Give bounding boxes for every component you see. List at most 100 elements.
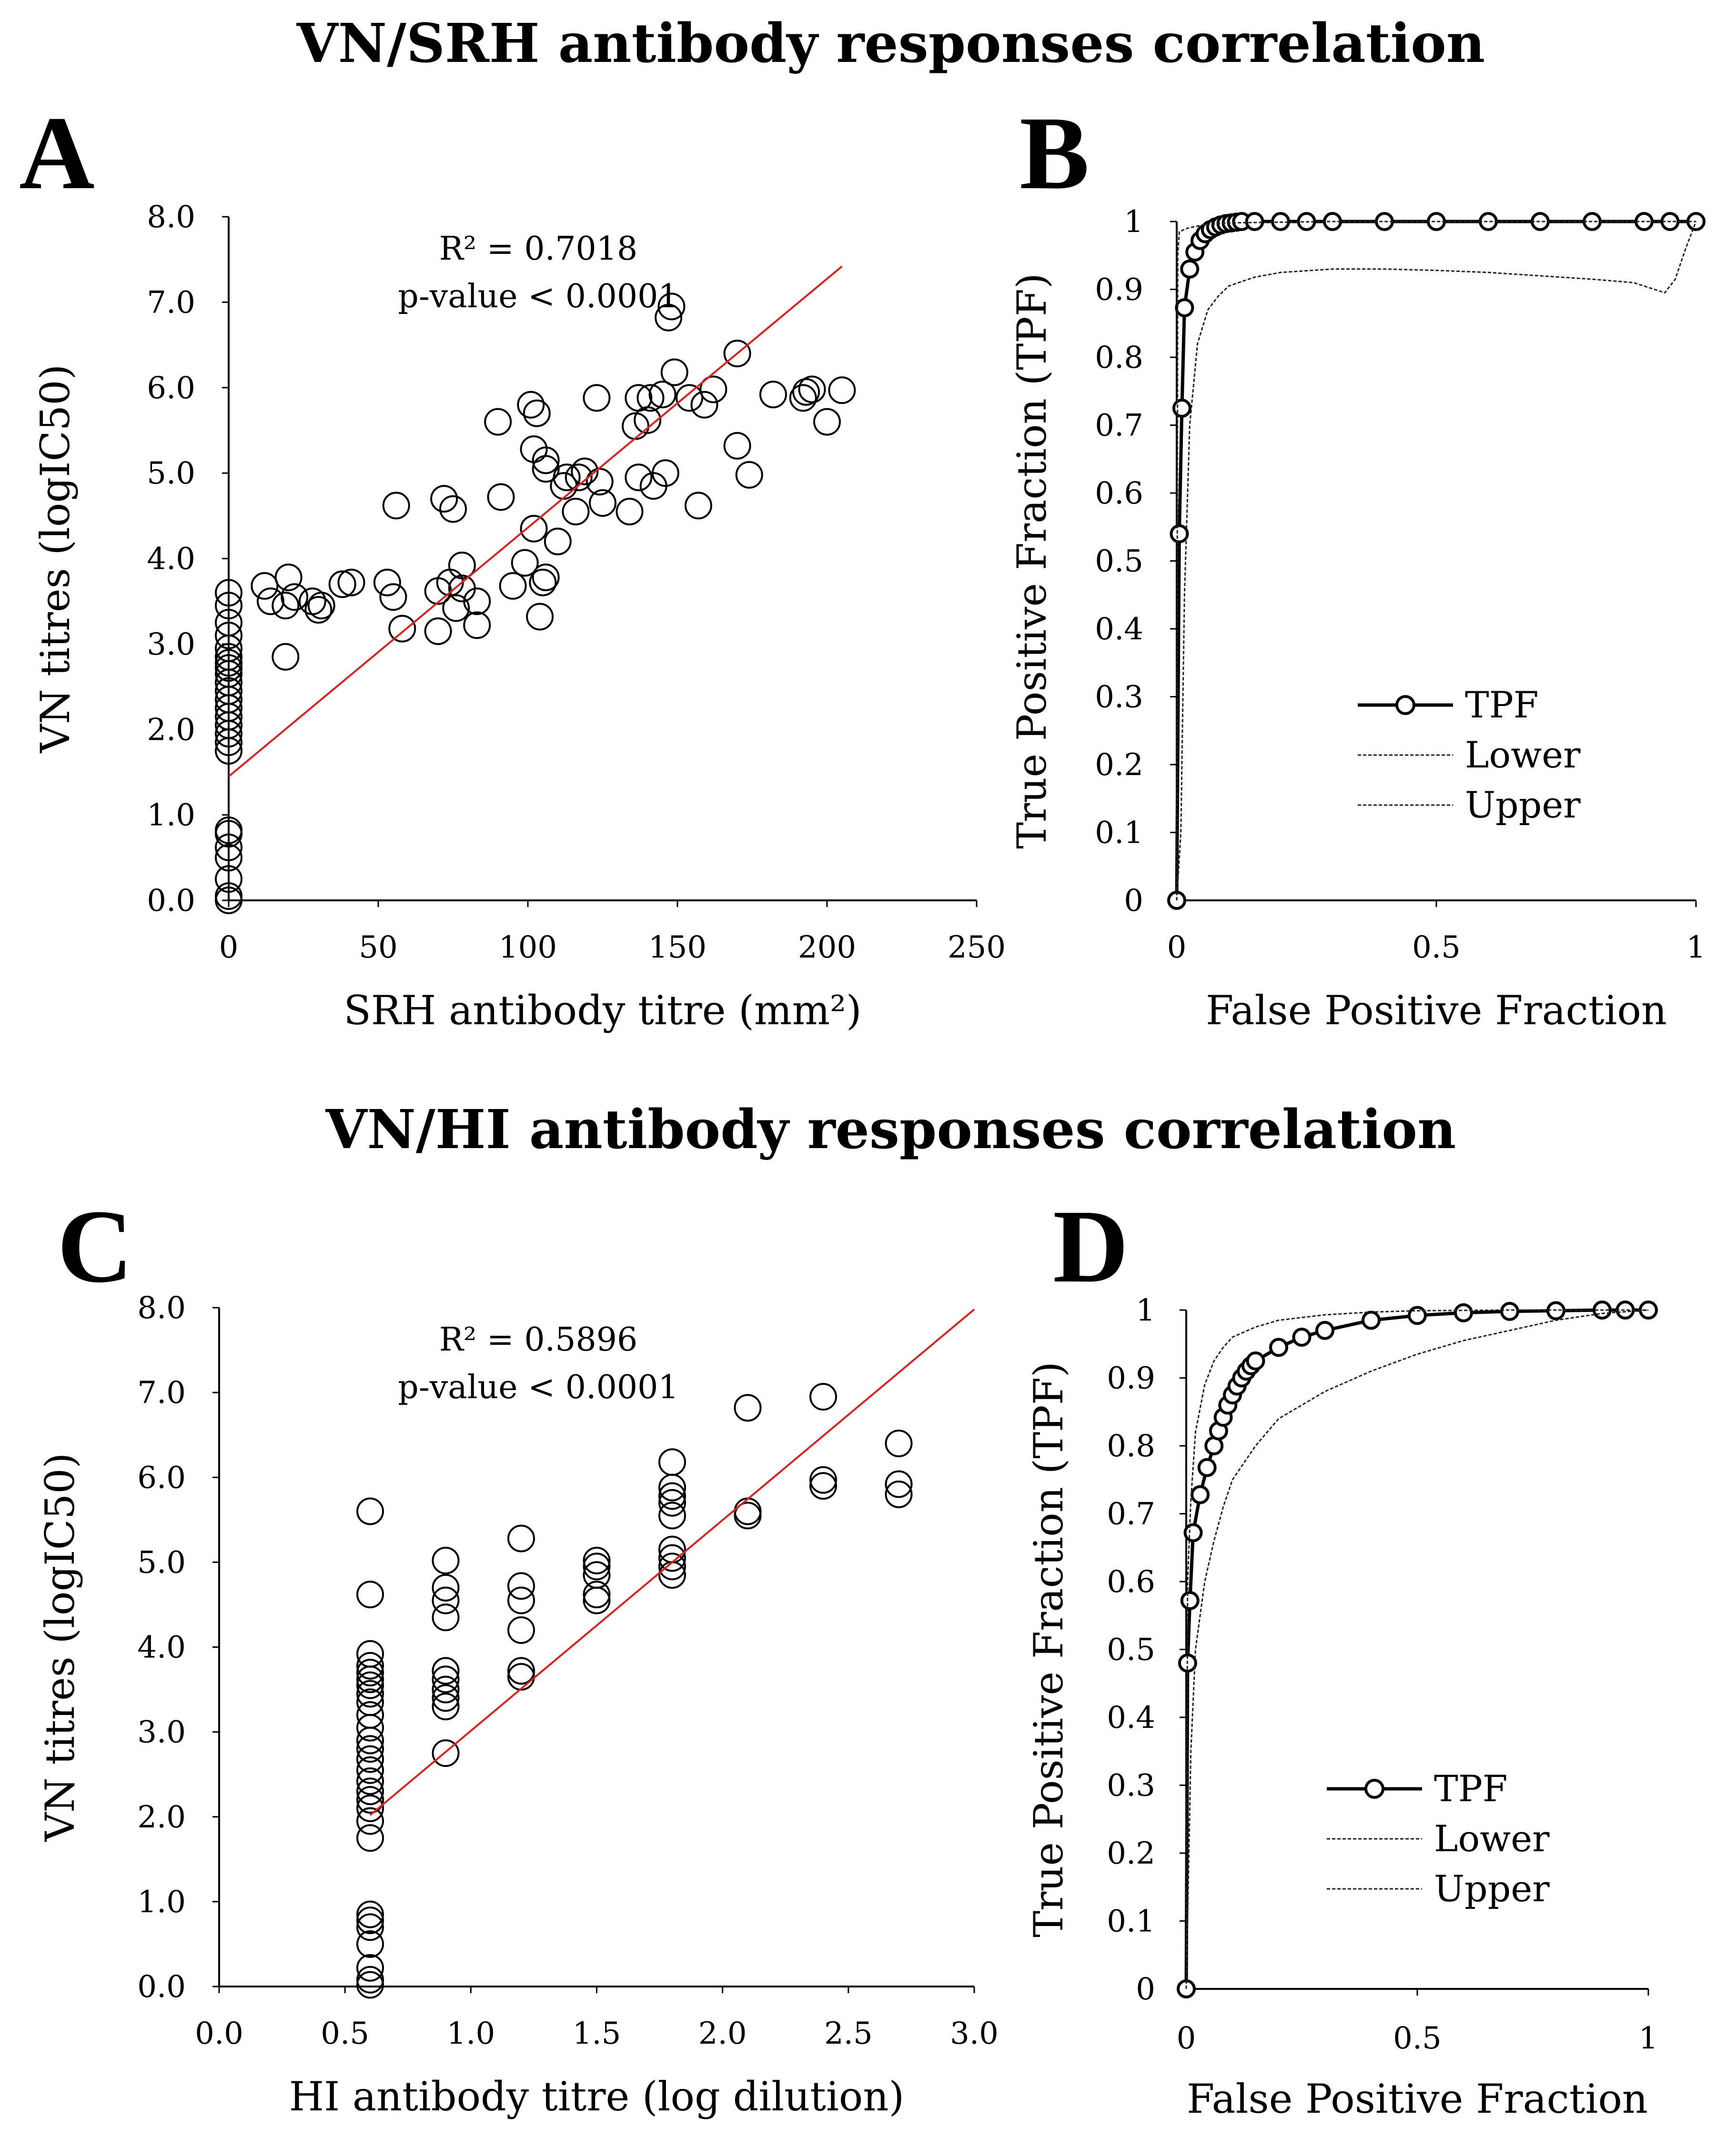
data-point <box>463 587 491 615</box>
data-point <box>304 596 333 624</box>
legend-label-tpf: TPF <box>1465 684 1539 726</box>
data-point <box>625 464 653 492</box>
y-tick-label: 7.0 <box>137 1375 186 1411</box>
y-tick-label: 0.4 <box>1107 1700 1155 1735</box>
x-tick-label: 1.0 <box>446 2016 495 2051</box>
tpf-marker <box>1292 1328 1312 1347</box>
x-tick-label: 2.5 <box>824 2016 873 2051</box>
data-point <box>532 455 560 483</box>
data-point <box>658 1502 686 1530</box>
y-tick-label: 0.6 <box>1095 476 1143 511</box>
x-tick-label: 0.5 <box>1412 930 1461 965</box>
y-tick-label: 0.1 <box>1095 816 1143 851</box>
y-tick-label: 0 <box>1124 883 1143 918</box>
data-point <box>526 603 554 631</box>
data-point <box>356 1966 384 1994</box>
y-axis-label: True Positive Fraction (TPF) <box>1009 273 1055 849</box>
data-point <box>356 1794 384 1822</box>
tpf-marker <box>1315 1321 1334 1340</box>
data-point <box>651 459 679 487</box>
y-tick-label: 6.0 <box>137 1460 186 1495</box>
legend-label-lower: Lower <box>1434 1817 1550 1860</box>
y-tick-label: 0.1 <box>1107 1904 1155 1939</box>
data-point <box>658 1553 686 1581</box>
y-tick-label: 0.7 <box>1095 408 1143 444</box>
data-point <box>507 1657 535 1685</box>
y-tick-label: 2.0 <box>147 712 195 747</box>
legend-marker-tpf <box>1395 695 1415 715</box>
data-point <box>272 643 300 671</box>
data-point <box>356 1671 384 1699</box>
y-tick-label: 0.6 <box>1107 1564 1155 1600</box>
y-tick-label: 0 <box>1136 1972 1155 2007</box>
data-point <box>792 378 820 406</box>
data-point <box>215 677 242 705</box>
data-point <box>373 568 401 596</box>
y-tick-label: 0.2 <box>1107 1836 1155 1871</box>
tpf-marker <box>1408 1306 1427 1325</box>
data-point <box>432 1675 460 1704</box>
data-point <box>356 1900 384 1928</box>
section-title-top: VN/SRH antibody responses correlation <box>296 12 1485 75</box>
data-point <box>356 1756 384 1784</box>
data-point <box>507 1524 535 1553</box>
data-point <box>658 1482 686 1510</box>
data-point <box>356 1807 384 1835</box>
data-point <box>589 489 616 517</box>
panel-d: 0 0.1 0.2 0.3 0.4 0.5 0.6 0.7 0.8 0.9 1 0 0.5 1 False … <box>1025 1188 1658 2122</box>
y-tick-label: 8.0 <box>137 1291 186 1326</box>
y-tick-label: 2.0 <box>137 1800 186 1835</box>
data-point <box>356 1581 384 1609</box>
data-point <box>215 579 242 607</box>
data-point <box>562 497 590 525</box>
data-point <box>657 292 686 321</box>
x-axis-label: SRH antibody titre (mm²) <box>343 987 861 1034</box>
data-point <box>583 384 611 412</box>
x-axis-label: HI antibody titre (log dilution) <box>289 2073 905 2120</box>
data-point <box>734 1394 762 1422</box>
data-point <box>281 583 309 611</box>
data-point <box>432 1693 460 1721</box>
data-point <box>215 844 242 872</box>
data-point <box>507 1586 535 1614</box>
data-point <box>356 1930 384 1958</box>
y-tick-label: 0.0 <box>147 883 195 918</box>
panel-letter: D <box>1053 1188 1129 1304</box>
data-point <box>356 1767 384 1795</box>
legend-label-tpf: TPF <box>1434 1767 1508 1810</box>
tpf-marker <box>1197 1458 1217 1477</box>
data-point <box>655 303 683 332</box>
x-tick-label: 50 <box>359 930 397 965</box>
data-point <box>215 865 242 893</box>
data-point <box>356 1640 384 1668</box>
data-point <box>507 1572 535 1600</box>
tpf-marker <box>1245 212 1264 231</box>
data-point <box>616 497 644 525</box>
data-point <box>634 406 662 434</box>
x-tick-label: 0 <box>1177 2021 1196 2056</box>
y-tick-label: 0.8 <box>1095 340 1143 375</box>
data-point <box>356 1658 384 1686</box>
data-point <box>658 1448 686 1476</box>
x-tick-label: 150 <box>648 930 707 965</box>
data-point <box>565 464 593 492</box>
data-point <box>215 816 242 844</box>
p-value-annotation: p-value < 0.0001 <box>398 278 678 315</box>
y-tick-label: 1.0 <box>137 1885 186 1920</box>
data-point <box>660 358 688 386</box>
data-point <box>532 563 560 591</box>
y-tick-label: 4.0 <box>137 1630 186 1665</box>
data-point <box>215 882 242 910</box>
data-point <box>432 1657 460 1685</box>
r-squared-annotation: R² = 0.7018 <box>439 230 638 268</box>
data-point <box>676 384 704 412</box>
data-point <box>648 381 676 409</box>
data-point <box>885 1430 913 1457</box>
panel-b: 0 0.1 0.2 0.3 0.4 0.5 0.6 0.7 0.8 0.9 1 0 0.5 1 False … <box>1009 95 1706 1034</box>
data-point <box>809 1472 837 1500</box>
x-tick-label: 0.0 <box>195 2016 243 2051</box>
data-point <box>571 457 599 485</box>
y-tick-label: 0.5 <box>1095 544 1143 579</box>
tpf-marker <box>1191 1485 1210 1504</box>
